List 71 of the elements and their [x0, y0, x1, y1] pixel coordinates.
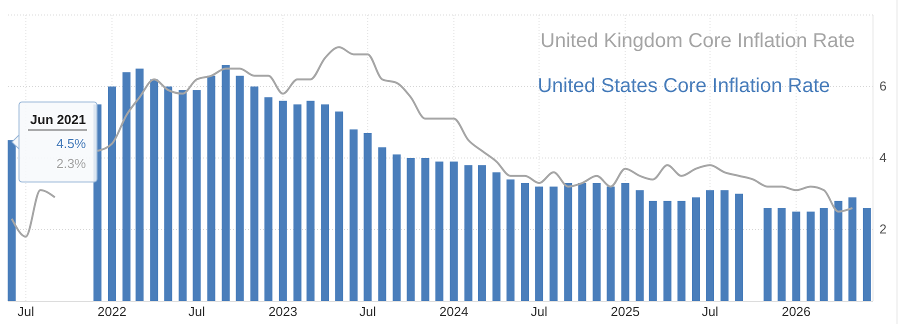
bar [535, 186, 544, 301]
bar [364, 132, 372, 301]
bar [392, 154, 401, 301]
text: United Kingdom Core Inflation Rate [540, 30, 855, 52]
bar [207, 76, 216, 301]
bar [264, 97, 272, 301]
bar [820, 208, 828, 301]
x-tick-label: Jul [359, 304, 376, 319]
bar [692, 197, 700, 301]
bar [122, 72, 130, 301]
bar [164, 86, 172, 301]
bar [250, 86, 258, 301]
bar [848, 197, 856, 301]
bar [222, 65, 230, 301]
bar [735, 194, 744, 301]
text: United States Core Inflation Rate [538, 75, 830, 97]
bar [806, 212, 815, 301]
bar [550, 186, 558, 301]
bar [378, 147, 386, 301]
annotation: Jun 2021 [30, 112, 86, 127]
bar [492, 172, 500, 301]
bar [834, 200, 842, 301]
x-tick-label: 2024 [439, 304, 468, 319]
x-tick-label: Jul [17, 304, 34, 319]
bar [435, 162, 444, 301]
bar [236, 76, 244, 301]
bar [592, 183, 601, 301]
annotation: 2.3% [56, 156, 86, 171]
x-tick-label: Jul [188, 304, 206, 319]
bar [677, 200, 686, 301]
y-tick-label: 2 [879, 222, 887, 236]
bar [478, 165, 486, 301]
bar [764, 208, 772, 301]
x-tick-label: 2025 [610, 304, 640, 319]
bar [606, 186, 615, 301]
bar [335, 112, 344, 301]
bar [706, 190, 714, 301]
x-tick-label: Jul [530, 304, 548, 319]
bar [778, 208, 786, 301]
bar [464, 165, 472, 301]
x-tick-label: 2023 [268, 304, 298, 319]
bar [720, 190, 729, 301]
bar [136, 68, 144, 301]
x-tick-label: 2026 [782, 304, 811, 319]
bar [648, 200, 657, 301]
bar [150, 79, 158, 301]
bar [564, 183, 572, 301]
bar [792, 212, 800, 301]
y-tick-label: 4 [879, 150, 887, 165]
bar [506, 179, 515, 301]
bar [621, 183, 630, 301]
bar [192, 90, 201, 301]
y-tick-label: 6 [879, 78, 887, 94]
x-tick-label: 2022 [98, 304, 126, 319]
bar [406, 158, 415, 301]
bar [578, 183, 586, 301]
annotation: 4.5% [56, 136, 86, 151]
x-tick-label: Jul [702, 304, 718, 319]
bar [108, 86, 116, 301]
bar [636, 190, 644, 301]
bar [350, 129, 358, 301]
bar [293, 104, 302, 301]
bar [421, 158, 430, 301]
bar [321, 104, 330, 301]
bar [178, 90, 187, 301]
bar [278, 100, 287, 301]
bar [450, 162, 458, 301]
bar [521, 183, 530, 301]
bar [306, 100, 315, 301]
bar [663, 200, 672, 301]
bar [862, 208, 871, 301]
